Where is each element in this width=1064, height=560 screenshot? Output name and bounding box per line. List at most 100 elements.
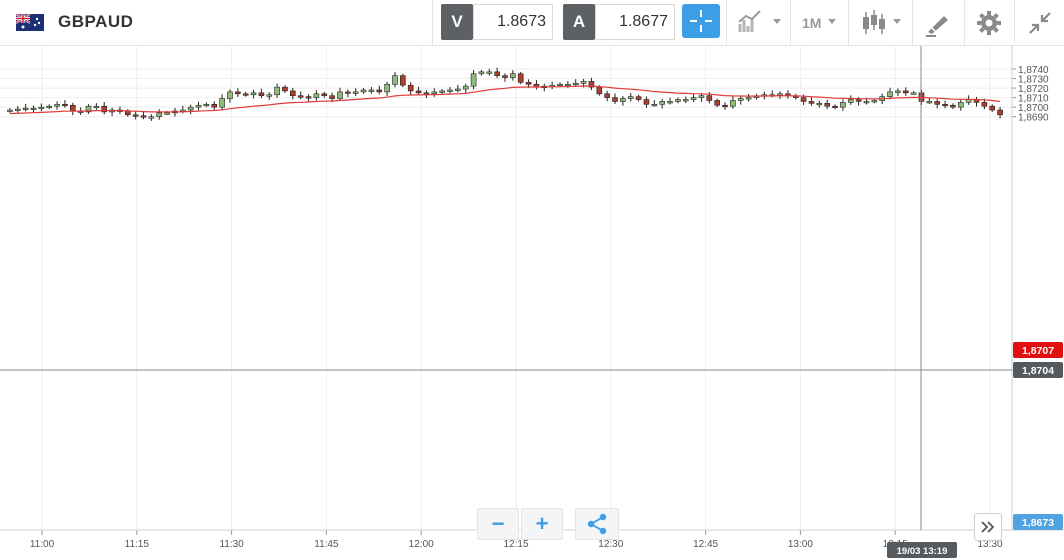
x-tick-label: 12:15 (503, 539, 528, 550)
zoom-out-button[interactable]: − (477, 508, 519, 540)
candle-up (957, 102, 964, 108)
crosshair-icon (690, 10, 712, 32)
indicators-icon[interactable] (736, 6, 768, 40)
candle-up (895, 90, 901, 93)
zoom-in-button[interactable]: + (521, 508, 563, 540)
candle-down (855, 99, 862, 102)
candlestick-icon[interactable] (858, 6, 890, 40)
gear-icon[interactable] (973, 6, 1005, 40)
candle-down (588, 81, 595, 88)
candle-down (140, 115, 147, 118)
candle-down (305, 96, 312, 99)
candle-up (871, 100, 878, 103)
candle-down (525, 82, 532, 85)
candle-up (627, 96, 634, 99)
y-tick-label: 1,8690 (1018, 113, 1049, 124)
candle-down (329, 95, 335, 99)
x-tick-label: 12:00 (409, 539, 434, 550)
collapse-icon[interactable] (1024, 6, 1056, 40)
toolbar-divider (790, 0, 791, 46)
candle-up (22, 107, 29, 110)
current-price-tag: 1,8673 (1022, 517, 1054, 529)
candle-up (360, 89, 367, 93)
chevron-down-icon[interactable] (828, 19, 836, 24)
candle-up (368, 89, 375, 92)
candle-up (816, 103, 823, 106)
instrument-symbol[interactable]: GBPAUD (58, 12, 134, 31)
candle-up (698, 95, 705, 98)
candle-down (101, 105, 108, 113)
toolbar-divider (964, 0, 965, 46)
y-tick-label: 1,8710 (1018, 94, 1049, 105)
y-tick-label: 1,8700 (1018, 103, 1049, 114)
chart-grid (0, 46, 1012, 530)
candle-down (517, 73, 524, 83)
drawing-icon[interactable] (922, 6, 954, 40)
candle-down (612, 97, 618, 102)
crosshair-button[interactable] (682, 4, 720, 38)
candle-down (596, 86, 603, 95)
candle-up (690, 97, 697, 100)
candle-up (777, 93, 783, 96)
price-tags: 1,8707 1,8704 1,8673 19/03 13:19 (0, 46, 1063, 558)
chevron-down-icon[interactable] (893, 19, 901, 24)
candle-up (164, 112, 170, 115)
candle-down (714, 100, 720, 106)
chevron-down-icon[interactable] (773, 19, 781, 24)
candle-up (887, 91, 893, 97)
timeframe-selector[interactable]: 1M (802, 15, 822, 31)
toolbar-divider (1014, 0, 1015, 46)
candle-down (502, 75, 508, 78)
x-tick-label: 11:15 (125, 539, 150, 550)
price-chart[interactable]: 1,8690 1,8700 1,8710 1,8720 1,8730 1,8740 11:0… (0, 46, 1064, 560)
candle-up (447, 89, 453, 92)
candle-down (415, 90, 422, 94)
ma-price-tag-bg (1013, 342, 1063, 358)
candle-up (266, 94, 273, 97)
candle-up (54, 103, 60, 107)
y-tick-label: 1,8740 (1018, 65, 1049, 76)
candle-down (722, 104, 728, 108)
candle-up (745, 97, 752, 100)
ma-price-tag: 1,8707 (1022, 345, 1054, 357)
buy-price[interactable]: 1.8677 (595, 4, 675, 40)
candle-down (376, 89, 383, 93)
candle-up (439, 90, 445, 93)
candle-up (148, 116, 155, 119)
x-tick-label: 13:00 (788, 539, 813, 550)
candle-up (337, 91, 343, 99)
candle-down (345, 91, 351, 94)
candle-down (290, 90, 296, 97)
x-tick-label: 12:45 (693, 539, 718, 550)
candle-up (910, 92, 917, 95)
candle-up (219, 98, 225, 108)
candle-up (7, 109, 13, 112)
sell-price[interactable]: 1.8673 (473, 4, 553, 40)
sell-button[interactable]: V (441, 4, 473, 40)
candle-down (282, 86, 288, 92)
candle-up (730, 100, 736, 107)
x-tick-label: 11:00 (30, 539, 55, 550)
share-icon (587, 513, 607, 535)
candle-up (651, 103, 658, 107)
candle-down (950, 104, 956, 108)
candle-down (494, 71, 500, 76)
candle-down (423, 92, 430, 95)
candle-down (800, 97, 807, 102)
toolbar-divider (726, 0, 727, 46)
candle-up (470, 73, 477, 87)
buy-button[interactable]: A (563, 4, 595, 40)
candle-up (203, 103, 210, 107)
candle-down (902, 90, 909, 94)
gb-au-flag-icon (16, 14, 44, 31)
candle-up (313, 93, 320, 98)
current-price-tag-bg (1013, 514, 1063, 530)
scroll-to-latest-button[interactable] (974, 513, 1002, 541)
candle-up (187, 106, 194, 111)
candle-up (384, 83, 390, 93)
candle-up (737, 98, 744, 101)
share-button[interactable] (575, 508, 619, 540)
candle-up (659, 101, 665, 105)
candle-down (400, 75, 406, 86)
